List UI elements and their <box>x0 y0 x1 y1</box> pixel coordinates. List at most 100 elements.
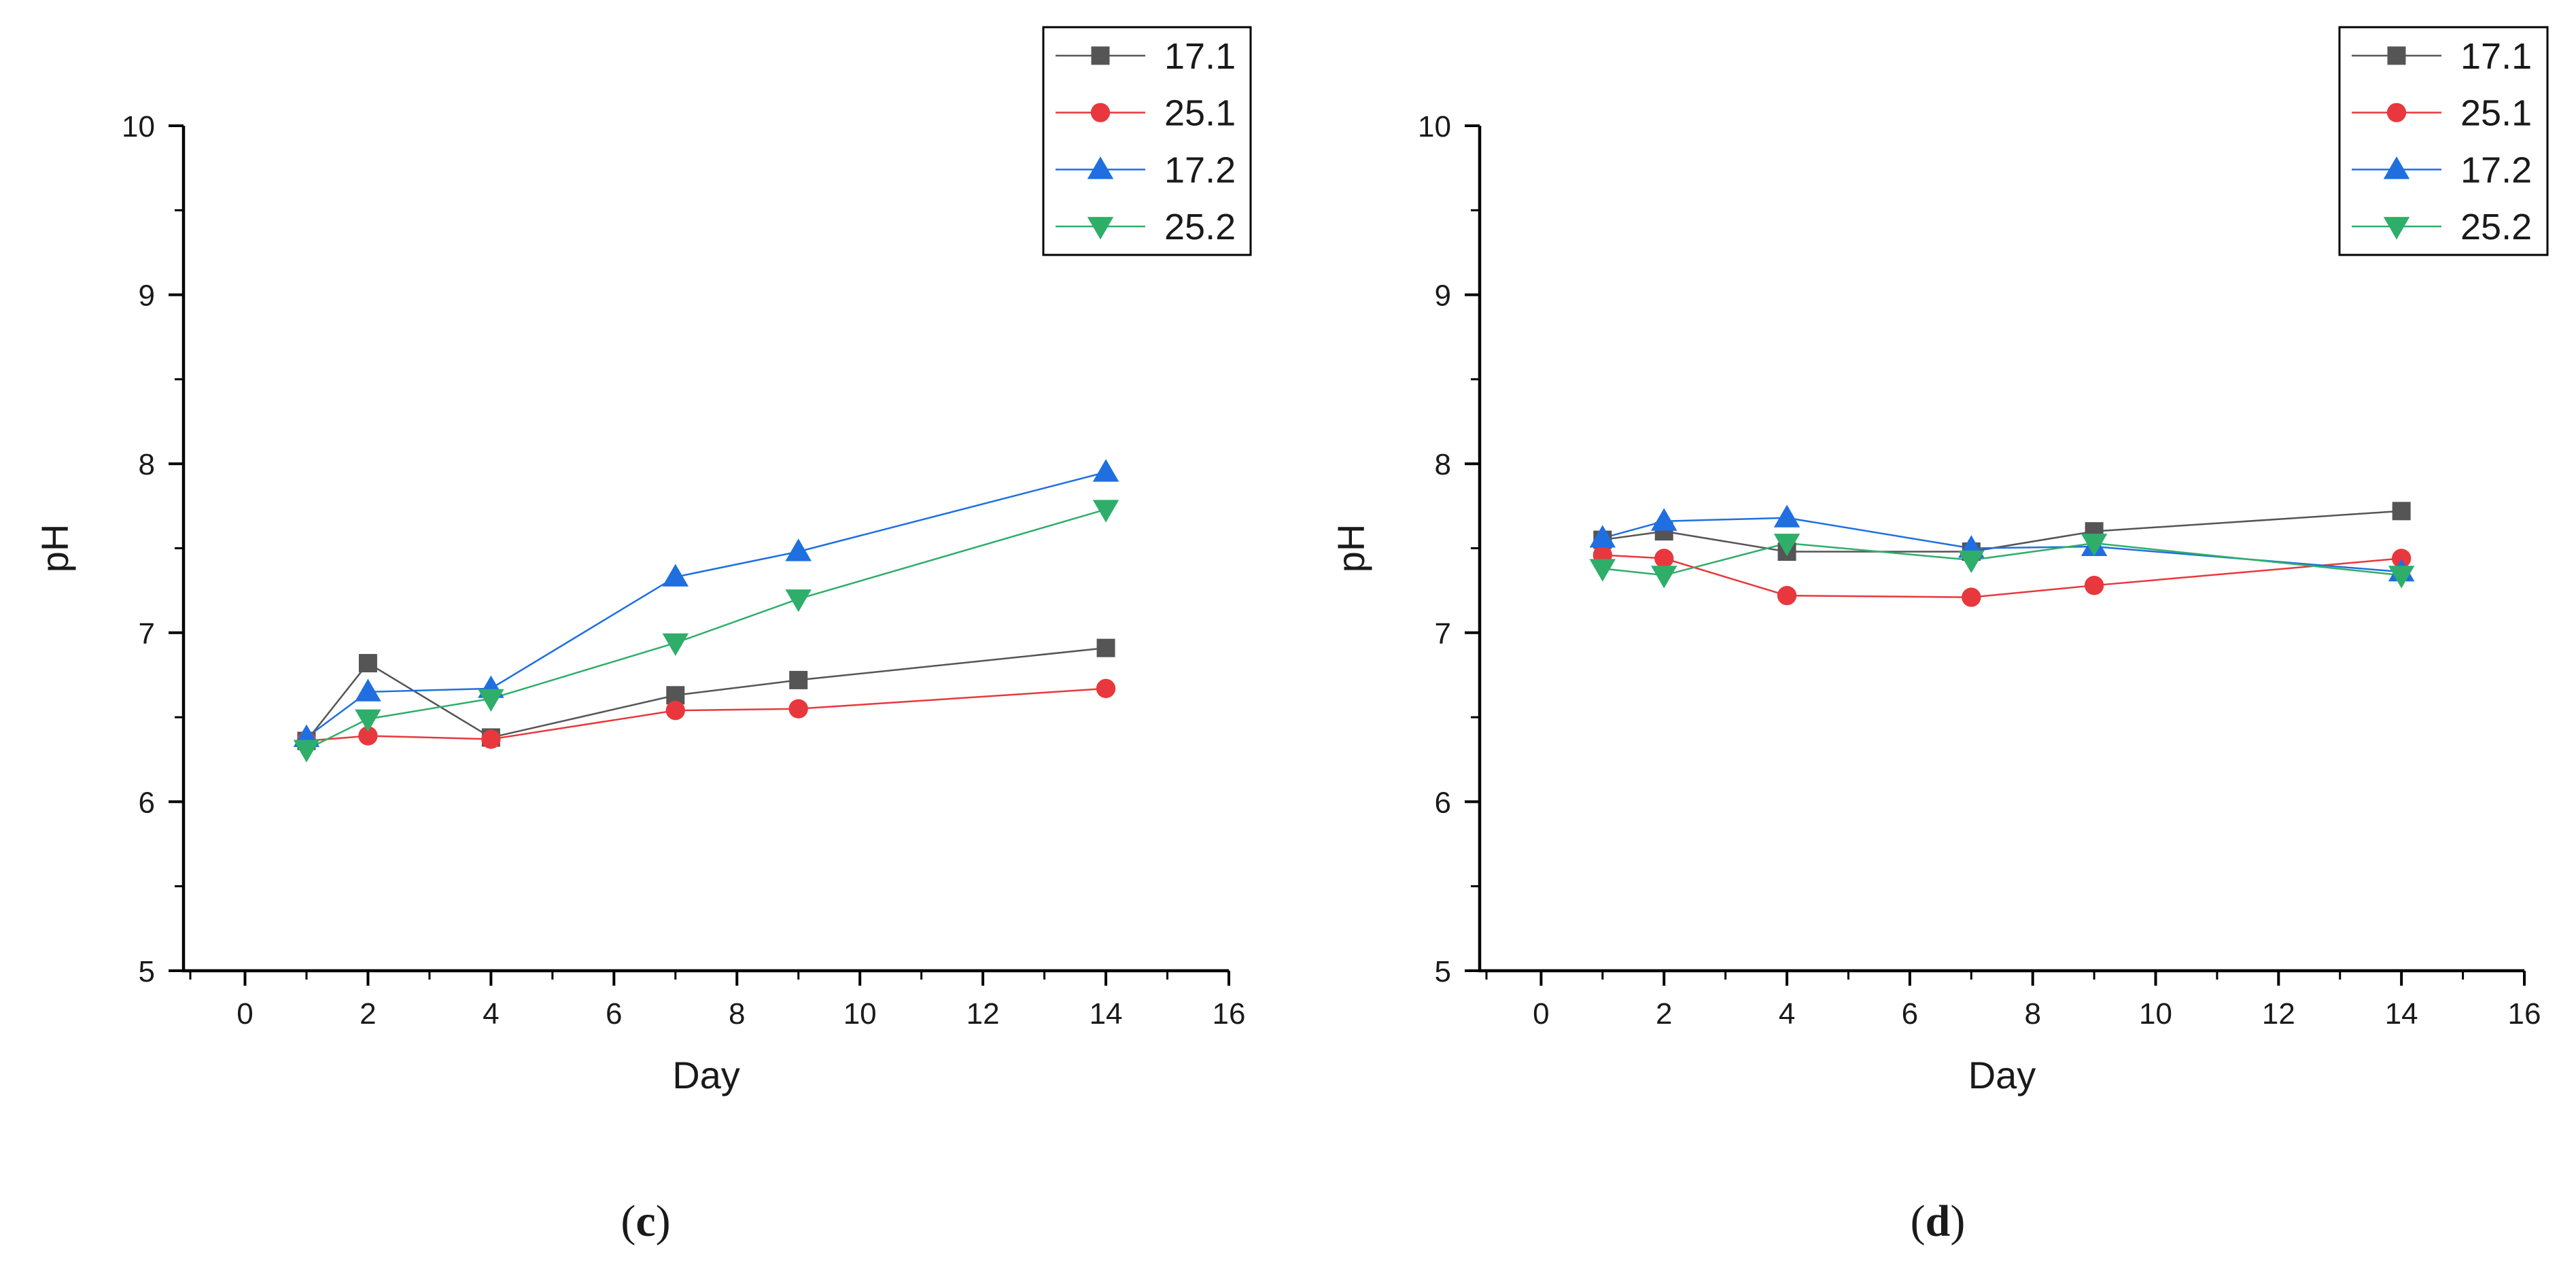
data-point-25-2 <box>478 689 504 712</box>
caption-close-paren: ) <box>656 1196 671 1246</box>
data-point-25-2 <box>355 709 381 732</box>
legend: 17.1 25.1 17.2 25.2 <box>2338 26 2549 256</box>
data-point-25-1 <box>1777 585 1797 606</box>
y-axis-label: pH <box>1329 524 1372 573</box>
x-tick-label: 10 <box>843 997 877 1031</box>
x-tick-label: 12 <box>967 997 1000 1031</box>
x-tick-label: 12 <box>2262 997 2295 1031</box>
x-axis-label: Day <box>1968 1054 2036 1096</box>
series-line-25-1 <box>306 687 1107 742</box>
legend-label: 17.2 <box>1164 150 1236 190</box>
x-tick-label: 0 <box>1533 997 1549 1031</box>
data-point-25-2 <box>2388 566 2415 589</box>
data-point-25-2 <box>1773 534 1800 557</box>
data-point-25-2 <box>1092 500 1119 523</box>
legend-label: 25.1 <box>2460 93 2532 134</box>
x-tick-label: 8 <box>729 997 745 1031</box>
data-point-17-2 <box>355 678 381 702</box>
x-tick-label: 6 <box>606 997 622 1031</box>
data-point-17-2 <box>785 538 812 562</box>
y-tick-label: 7 <box>1435 617 1451 651</box>
data-point-25-1 <box>481 729 501 749</box>
data-point-17-2 <box>1589 525 1616 548</box>
data-point-25-2 <box>662 633 689 656</box>
data-point-25-1 <box>358 726 378 746</box>
x-tick-label: 14 <box>1090 997 1123 1031</box>
x-tick-label: 2 <box>1656 997 1672 1031</box>
legend-label: 25.1 <box>1164 93 1236 134</box>
caption-close-paren: ) <box>1950 1196 1965 1246</box>
caption-open-paren: ( <box>1911 1196 1926 1246</box>
y-tick-label: 9 <box>139 279 155 313</box>
data-point-25-2 <box>1958 550 1985 574</box>
legend-marker <box>2383 156 2410 179</box>
data-point-17-2 <box>1092 459 1119 482</box>
y-tick-label: 6 <box>1435 786 1451 819</box>
chart-panel-c: 0 2 4 6 8 10 12 14 16 5 6 7 8 9 10 Day pH 17.1 25.1 17.2 25.… <box>33 26 1252 1246</box>
series-line-25-2 <box>1602 542 2402 576</box>
data-point-17-1 <box>358 654 377 673</box>
data-point-17-2 <box>662 564 689 587</box>
legend-box <box>2338 26 2549 256</box>
data-point-25-2 <box>785 589 812 612</box>
legend-marker <box>1091 46 1110 65</box>
series-line-17-1 <box>305 646 1107 742</box>
x-tick-label: 4 <box>483 997 499 1031</box>
x-tick-label: 6 <box>1902 997 1918 1031</box>
legend-marker <box>2386 103 2407 122</box>
data-point-25-1 <box>1096 678 1116 699</box>
y-tick-label: 8 <box>139 448 155 481</box>
legend-label: 25.2 <box>2460 207 2532 247</box>
x-tick-label: 4 <box>1779 997 1795 1031</box>
y-tick-label: 10 <box>122 110 155 143</box>
data-point-25-1 <box>2392 549 2412 568</box>
legend-marker <box>2383 217 2410 240</box>
panel-caption: (c) <box>621 1196 670 1246</box>
x-tick-label: 8 <box>2024 997 2040 1031</box>
data-point-17-1 <box>2392 502 2411 521</box>
x-tick-label: 0 <box>237 997 253 1031</box>
legend-box <box>1042 26 1252 256</box>
caption-letter: d <box>1926 1196 1951 1246</box>
x-axis-label: Day <box>672 1054 740 1096</box>
data-point-17-2 <box>1773 504 1800 528</box>
data-point-25-1 <box>788 699 808 719</box>
series-line-17-2 <box>1602 517 2402 573</box>
legend: 17.1 25.1 17.2 25.2 <box>1042 26 1252 256</box>
y-tick-label: 6 <box>139 786 155 819</box>
x-tick-label: 2 <box>360 997 376 1031</box>
panel-caption: (d) <box>1911 1196 1966 1246</box>
y-tick-label: 10 <box>1418 110 1451 143</box>
series-line-17-1 <box>1602 510 2402 553</box>
series-line-25-2 <box>306 508 1107 750</box>
legend-label: 17.1 <box>1164 36 1236 77</box>
chart-panel-d: 0 2 4 6 8 10 12 14 16 5 6 7 8 9 10 Day pH 17.1 25.1 17.2 25.… <box>1329 26 2549 1246</box>
data-point-25-2 <box>2081 534 2108 557</box>
data-point-25-1 <box>2084 576 2104 595</box>
y-axis-label: pH <box>33 524 76 573</box>
series-line-25-1 <box>1602 554 2402 598</box>
data-point-25-2 <box>1650 566 1677 589</box>
data-point-25-2 <box>293 740 320 763</box>
y-tick-label: 7 <box>139 617 155 651</box>
legend-label: 25.2 <box>1164 207 1236 247</box>
caption-letter: c <box>636 1196 655 1246</box>
x-tick-label: 16 <box>2508 997 2541 1031</box>
y-tick-label: 9 <box>1435 279 1451 313</box>
legend-label: 17.1 <box>2460 36 2532 77</box>
legend-marker <box>1087 156 1114 179</box>
y-tick-label: 5 <box>139 955 155 988</box>
data-point-17-1 <box>789 670 808 689</box>
x-tick-label: 14 <box>2385 997 2418 1031</box>
legend-marker <box>2387 46 2406 65</box>
data-point-25-1 <box>1962 587 1981 607</box>
data-point-25-1 <box>1654 549 1674 568</box>
legend-label: 17.2 <box>2460 150 2532 190</box>
x-tick-label: 16 <box>1213 997 1246 1031</box>
data-point-17-1 <box>1096 638 1115 657</box>
legend-marker <box>1090 103 1111 122</box>
y-tick-label: 5 <box>1435 955 1451 988</box>
legend-marker <box>1087 217 1114 240</box>
data-point-25-1 <box>665 700 685 721</box>
